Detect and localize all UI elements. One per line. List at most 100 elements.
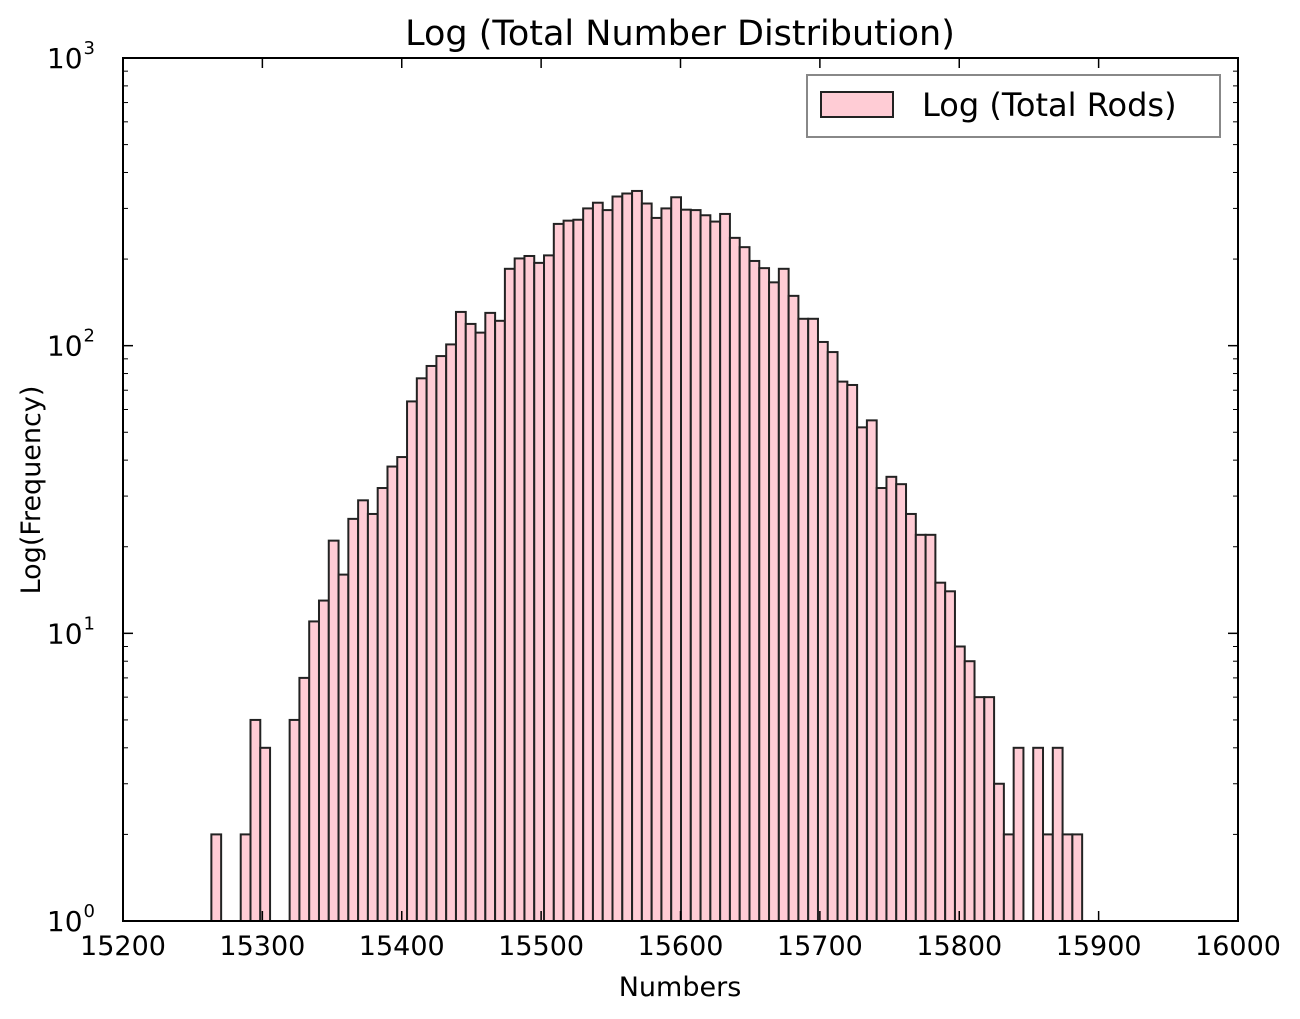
legend: Log (Total Rods) bbox=[806, 74, 1221, 138]
histogram-bar bbox=[670, 196, 682, 922]
histogram-bar bbox=[895, 483, 908, 922]
histogram-bar bbox=[807, 317, 819, 923]
histogram-bar bbox=[210, 833, 223, 923]
histogram-bar bbox=[415, 377, 428, 922]
bars-group bbox=[210, 189, 1084, 923]
histogram-bar bbox=[543, 254, 555, 922]
histogram-bar bbox=[435, 355, 448, 922]
histogram-bar bbox=[983, 696, 996, 923]
histogram-bar bbox=[562, 219, 575, 923]
histogram-bar bbox=[758, 267, 771, 922]
y-tick-label: 101 bbox=[47, 613, 95, 650]
chart-title: Log (Total Number Distribution) bbox=[405, 14, 955, 54]
histogram-bar bbox=[552, 222, 565, 923]
histogram-bar bbox=[454, 310, 467, 922]
histogram-bar bbox=[249, 718, 262, 922]
x-tick-label: 15600 bbox=[638, 931, 724, 962]
histogram-bar bbox=[650, 216, 663, 922]
x-tick-label: 15300 bbox=[219, 931, 305, 962]
plot-frame bbox=[122, 57, 1239, 922]
y-tick-label: 102 bbox=[47, 326, 95, 363]
histogram-bar bbox=[944, 590, 956, 922]
histogram-bar bbox=[953, 645, 966, 922]
histogram-bar bbox=[640, 202, 653, 922]
histogram-bar bbox=[993, 782, 1005, 922]
x-tick-label: 15900 bbox=[1056, 931, 1142, 962]
y-tick-label: 103 bbox=[47, 38, 95, 75]
histogram-bar bbox=[973, 696, 986, 923]
histogram-bar bbox=[376, 487, 389, 922]
histogram-bar bbox=[816, 340, 829, 923]
histogram-bar bbox=[591, 201, 604, 923]
y-tick-exponent: 2 bbox=[84, 326, 95, 347]
histogram-bar bbox=[865, 419, 878, 922]
histogram-bar bbox=[1012, 746, 1025, 922]
x-tick-label: 16000 bbox=[1195, 931, 1281, 962]
histogram-bar bbox=[308, 620, 320, 922]
histogram-bar bbox=[474, 331, 487, 922]
histogram-bar bbox=[523, 254, 536, 923]
y-axis-label: Log(Frequency) bbox=[16, 386, 47, 595]
y-tick-exponent: 1 bbox=[84, 613, 95, 634]
histogram-bar bbox=[445, 343, 457, 923]
histogram-bar bbox=[826, 351, 839, 922]
histogram-bar bbox=[298, 676, 311, 923]
histogram-bar bbox=[1032, 746, 1045, 922]
histogram-bar bbox=[797, 317, 810, 923]
histogram-bar bbox=[582, 207, 594, 923]
histogram-bar bbox=[386, 465, 399, 922]
histogram-bar bbox=[924, 533, 937, 923]
histogram-bar bbox=[914, 533, 927, 923]
legend-swatch bbox=[820, 91, 894, 118]
histogram-bar bbox=[934, 581, 947, 922]
histogram-bar bbox=[777, 267, 790, 922]
histogram-bar bbox=[885, 475, 898, 922]
histogram-bar bbox=[259, 746, 272, 922]
x-axis-label: Numbers bbox=[619, 972, 742, 1003]
histogram-bar bbox=[787, 294, 800, 923]
histogram-bar bbox=[611, 195, 624, 922]
histogram-bar bbox=[1002, 833, 1015, 923]
histogram-bar bbox=[327, 539, 340, 922]
histogram-bar bbox=[1042, 833, 1054, 923]
histogram-bar bbox=[709, 220, 722, 922]
histogram-bar bbox=[503, 267, 516, 922]
histogram-bar bbox=[699, 214, 712, 922]
histogram-bar bbox=[621, 192, 634, 922]
histogram-bar bbox=[366, 512, 379, 923]
histogram-bar bbox=[689, 209, 702, 922]
histogram-bar bbox=[768, 281, 780, 923]
histogram-bar bbox=[1071, 833, 1084, 923]
histogram-bar bbox=[748, 259, 761, 922]
x-tick-label: 15400 bbox=[359, 931, 445, 962]
histogram-bar bbox=[288, 718, 301, 922]
histogram-bar bbox=[484, 311, 497, 922]
histogram-bar bbox=[875, 487, 888, 922]
histogram-bar bbox=[1051, 746, 1064, 922]
histogram-bar bbox=[406, 400, 418, 923]
histogram-bar bbox=[425, 364, 438, 923]
tick-labels-group: 15200 15300 15400 15500 15600 15700 15800 15900… bbox=[47, 38, 1281, 962]
histogram-bar bbox=[963, 660, 976, 923]
histogram-bar bbox=[856, 426, 868, 922]
histogram-bar bbox=[572, 218, 585, 923]
histogram-bar bbox=[1061, 833, 1074, 923]
x-tick-label: 15700 bbox=[777, 931, 863, 962]
histogram-bar bbox=[601, 209, 614, 922]
histogram-bar bbox=[464, 322, 477, 922]
x-tick-label: 15500 bbox=[498, 931, 584, 962]
histogram-bar bbox=[660, 207, 673, 923]
histogram-bar bbox=[347, 517, 360, 922]
histogram-bar bbox=[728, 236, 741, 923]
y-tick-exponent: 0 bbox=[84, 901, 95, 922]
histogram-bar bbox=[396, 456, 409, 922]
histogram-bar bbox=[738, 246, 751, 923]
y-tick-exponent: 3 bbox=[84, 38, 95, 59]
x-tick-label: 15200 bbox=[80, 931, 166, 962]
histogram-bar bbox=[533, 261, 546, 922]
histogram-bar bbox=[836, 380, 849, 922]
histogram-bar bbox=[905, 512, 917, 923]
histogram-bar bbox=[631, 189, 643, 922]
histogram-bar bbox=[357, 499, 369, 922]
